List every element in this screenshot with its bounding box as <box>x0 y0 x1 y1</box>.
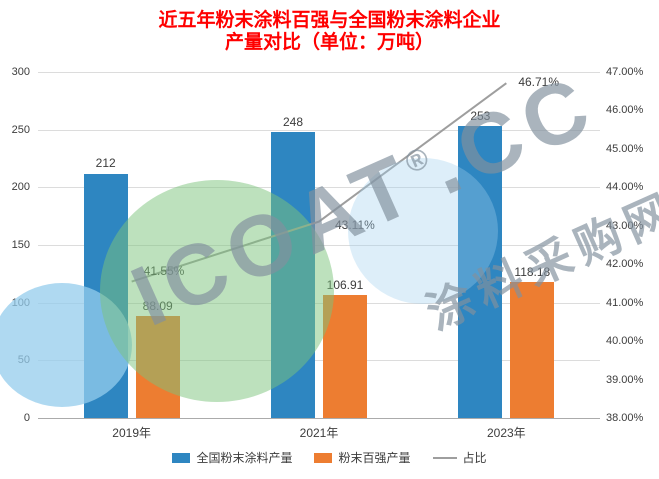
right-axis-tick: 41.00% <box>606 296 644 309</box>
left-axis-tick: 150 <box>11 239 30 251</box>
legend-line-marker <box>432 456 457 459</box>
national-output-bar <box>458 126 503 418</box>
chart-title-line1: 近五年粉末涂料百强与全国粉末涂料企业 <box>158 10 501 31</box>
bar-value-label: 118.18 <box>514 264 551 279</box>
left-axis-tick: 200 <box>11 181 30 194</box>
legend-item: 全国粉末涂料产量 <box>172 449 292 466</box>
category-label: 2023年 <box>486 426 526 440</box>
gridline <box>38 418 600 419</box>
right-axis-tick: 39.00% <box>606 373 644 386</box>
left-axis-tick: 300 <box>11 66 30 78</box>
gridline <box>38 72 600 73</box>
chart-title: 近五年粉末涂料百强与全国粉末涂料企业 产量对比（单位：万吨） <box>0 10 659 54</box>
bar-value-label: 253 <box>470 109 491 124</box>
right-axis-tick: 47.00% <box>606 66 644 78</box>
legend-swatch <box>172 452 191 463</box>
bar-value-label: 106.91 <box>326 277 364 292</box>
right-axis-tick: 38.00% <box>606 412 644 424</box>
left-axis-tick: 0 <box>23 412 30 424</box>
right-axis-tick: 43.00% <box>606 219 644 232</box>
right-axis-tick: 44.00% <box>606 181 644 194</box>
right-axis-tick: 45.00% <box>606 142 644 155</box>
legend-label: 占比 <box>462 451 487 465</box>
legend-item: 占比 <box>432 449 487 466</box>
legend: 全国粉末涂料产量 粉末百强产量 占比 <box>0 449 659 466</box>
right-axis-tick: 40.00% <box>606 335 644 348</box>
top100-output-bar <box>510 281 555 418</box>
right-axis-tick: 42.00% <box>606 258 644 271</box>
gridline <box>38 129 600 131</box>
legend-item: 粉末百强产量 <box>314 449 411 466</box>
legend-label: 全国粉末涂料产量 <box>196 451 293 465</box>
bar-value-label: 248 <box>282 114 304 129</box>
chart-title-line2: 产量对比（单位：万吨） <box>224 32 434 53</box>
category-label: 2019年 <box>112 426 151 440</box>
line-point-label: 43.11% <box>335 217 375 232</box>
left-axis-tick: 50 <box>17 354 30 367</box>
bar-value-label: 212 <box>95 156 116 171</box>
legend-swatch <box>314 452 333 463</box>
legend-label: 粉末百强产量 <box>338 451 411 465</box>
left-axis-tick: 100 <box>11 296 30 309</box>
left-axis-tick: 250 <box>11 123 30 136</box>
category-label: 2021年 <box>299 426 339 440</box>
line-point-label: 46.71% <box>518 75 560 90</box>
right-axis-tick: 46.00% <box>606 104 644 117</box>
